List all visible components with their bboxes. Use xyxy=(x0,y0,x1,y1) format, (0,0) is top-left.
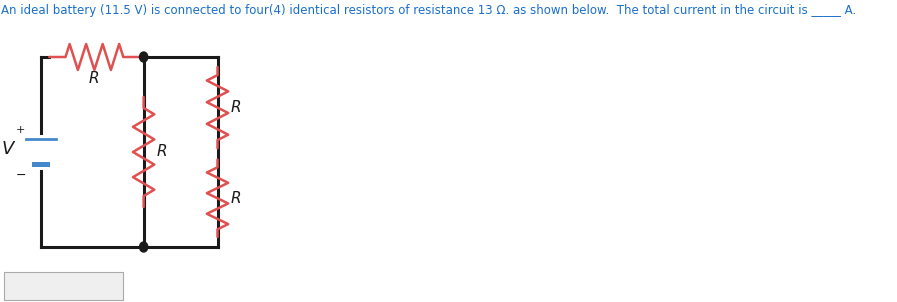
Text: An ideal battery (11.5 V) is connected to four(4) identical resistors of resista: An ideal battery (11.5 V) is connected t… xyxy=(1,4,856,17)
FancyBboxPatch shape xyxy=(32,162,50,168)
Circle shape xyxy=(140,52,148,62)
Text: R: R xyxy=(231,191,241,206)
FancyBboxPatch shape xyxy=(4,272,123,300)
Text: R: R xyxy=(231,100,241,115)
Circle shape xyxy=(140,242,148,252)
Text: R: R xyxy=(89,72,100,86)
Text: V: V xyxy=(2,140,14,158)
Text: +: + xyxy=(16,125,25,135)
Text: −: − xyxy=(15,169,26,182)
Text: R: R xyxy=(156,144,167,159)
